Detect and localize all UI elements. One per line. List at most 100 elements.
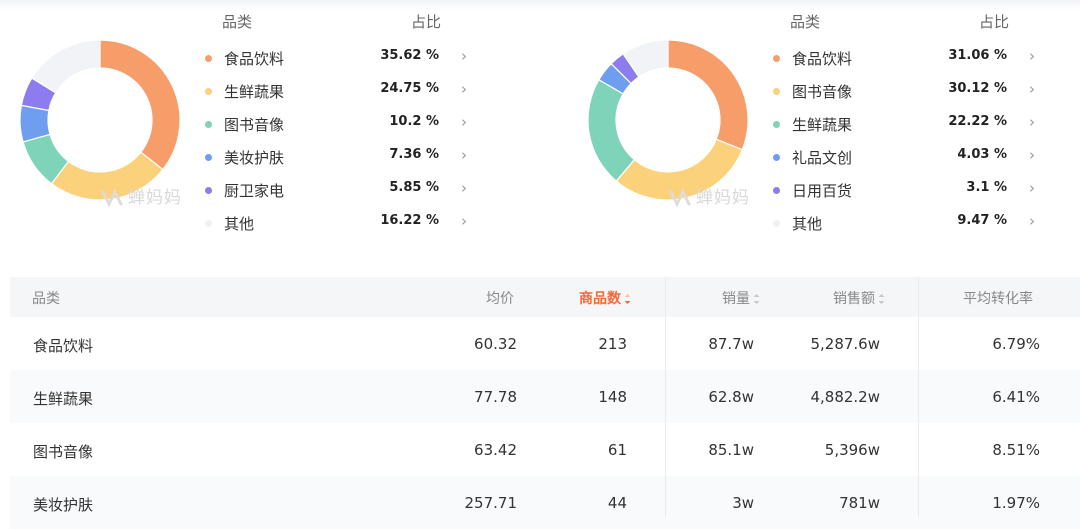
legend-item[interactable]: 厨卫家电 5.85 % › <box>205 177 475 203</box>
chevron-right-icon[interactable]: › <box>461 146 467 164</box>
legend-item[interactable]: 美妆护肤 7.36 % › <box>205 144 475 170</box>
chevron-right-icon[interactable]: › <box>1029 212 1035 230</box>
legend-dot-icon <box>205 154 212 161</box>
legend-value: 31.06 % <box>948 48 1007 63</box>
watermark-text: 蝉妈妈 <box>128 188 182 208</box>
legend-header-category: 品类 <box>790 13 821 31</box>
table-row[interactable]: 食品饮料 60.32 213 87.7w 5,287.6w 6.79% <box>10 317 1080 370</box>
donut-slice-5[interactable] <box>31 39 101 94</box>
table-cell: 781w <box>839 494 880 512</box>
table-cell: 8.51% <box>992 441 1040 459</box>
legend-label: 日用百货 <box>792 182 853 200</box>
table-cell: 6.41% <box>992 388 1040 406</box>
table-cell: 生鲜蔬果 <box>33 390 94 408</box>
column-header-category: 品类 <box>32 291 60 307</box>
legend-item[interactable]: 食品饮料 35.62 % › <box>205 45 475 71</box>
column-header-sales-amount-label: 销售额 <box>833 291 875 307</box>
table-cell: 6.79% <box>992 335 1040 353</box>
donut-chart-left <box>19 39 181 201</box>
donut-slice-0[interactable] <box>99 39 181 171</box>
legend-dot-icon <box>205 88 212 95</box>
watermark-text: 蝉妈妈 <box>696 188 750 208</box>
legend-item[interactable]: 日用百货 3.1 % › <box>773 177 1043 203</box>
legend-item[interactable]: 其他 16.22 % › <box>205 210 475 236</box>
donut-chart-right <box>587 39 749 201</box>
table-cell: 148 <box>598 388 627 406</box>
sort-icon <box>753 294 760 304</box>
legend-dot-icon <box>205 121 212 128</box>
table-cell: 213 <box>598 335 627 353</box>
legend-label: 生鲜蔬果 <box>224 83 285 101</box>
legend-value: 16.22 % <box>380 213 439 228</box>
chevron-right-icon[interactable]: › <box>1029 179 1035 197</box>
donut-panel-right: 蝉妈妈 品类 占比 食品饮料 31.06 % › 图书音像 30.12 % › 生鲜蔬果 22… <box>568 0 1080 260</box>
legend-dot-icon <box>205 187 212 194</box>
column-divider <box>918 277 919 517</box>
table-cell: 1.97% <box>992 494 1040 512</box>
legend-item[interactable]: 其他 9.47 % › <box>773 210 1043 236</box>
legend-value: 4.03 % <box>957 147 1007 162</box>
donut-panel-left: 蝉妈妈 品类 占比 食品饮料 35.62 % › 生鲜蔬果 24.75 % › 图书音像 10… <box>0 0 540 260</box>
legend-value: 22.22 % <box>948 114 1007 129</box>
legend-label: 其他 <box>792 215 823 233</box>
legend-value: 10.2 % <box>389 114 439 129</box>
chevron-right-icon[interactable]: › <box>461 113 467 131</box>
column-header-avg-price: 均价 <box>486 291 514 307</box>
table-row[interactable]: 生鲜蔬果 77.78 148 62.8w 4,882.2w 6.41% <box>10 370 1080 423</box>
table-cell: 60.32 <box>474 335 517 353</box>
sort-desc-icon <box>624 294 631 304</box>
table-cell: 5,396w <box>824 441 880 459</box>
chevron-right-icon[interactable]: › <box>461 47 467 65</box>
chevron-right-icon[interactable]: › <box>1029 80 1035 98</box>
column-header-product-count-label: 商品数 <box>579 291 621 307</box>
column-divider <box>665 277 666 517</box>
category-table: 品类 均价 商品数 销量 销售额 平均转化率 食品饮料 60.32 213 87.7w… <box>10 277 1080 529</box>
legend-label: 生鲜蔬果 <box>792 116 853 134</box>
chevron-right-icon[interactable]: › <box>461 179 467 197</box>
legend-label: 礼品文创 <box>792 149 853 167</box>
chevron-right-icon[interactable]: › <box>461 212 467 230</box>
chevron-right-icon[interactable]: › <box>1029 47 1035 65</box>
watermark-logo-icon <box>101 188 123 208</box>
table-cell: 257.71 <box>464 494 518 512</box>
legend-label: 食品饮料 <box>224 50 285 68</box>
donut-slice-5[interactable] <box>622 39 669 78</box>
table-cell: 44 <box>607 494 627 512</box>
table-body: 食品饮料 60.32 213 87.7w 5,287.6w 6.79% 生鲜蔬果 77.78 1… <box>10 317 1080 529</box>
legend-value: 3.1 % <box>966 180 1007 195</box>
donut-slice-2[interactable] <box>587 78 636 182</box>
table-cell: 5,287.6w <box>810 335 880 353</box>
legend-item[interactable]: 图书音像 30.12 % › <box>773 78 1043 104</box>
chevron-right-icon[interactable]: › <box>1029 113 1035 131</box>
watermark-logo-icon <box>669 188 691 208</box>
legend-dot-icon <box>773 187 780 194</box>
column-header-product-count[interactable]: 商品数 <box>579 288 631 308</box>
table-header: 品类 均价 商品数 销量 销售额 平均转化率 <box>10 277 1080 317</box>
chevron-right-icon[interactable]: › <box>1029 146 1035 164</box>
column-header-sales-volume[interactable]: 销量 <box>722 288 760 308</box>
legend-dot-icon <box>773 121 780 128</box>
legend-item[interactable]: 生鲜蔬果 24.75 % › <box>205 78 475 104</box>
legend-label: 美妆护肤 <box>224 149 285 167</box>
table-cell: 62.8w <box>708 388 754 406</box>
legend-dot-icon <box>773 55 780 62</box>
chevron-right-icon[interactable]: › <box>461 80 467 98</box>
table-cell: 63.42 <box>474 441 517 459</box>
legend-value: 5.85 % <box>389 180 439 195</box>
legend-item[interactable]: 食品饮料 31.06 % › <box>773 45 1043 71</box>
column-header-avg-conversion: 平均转化率 <box>963 291 1033 307</box>
legend-label: 厨卫家电 <box>224 182 285 200</box>
table-cell: 3w <box>732 494 754 512</box>
sort-icon <box>878 294 885 304</box>
table-cell: 美妆护肤 <box>33 496 94 514</box>
table-row[interactable]: 美妆护肤 257.71 44 3w 781w 1.97% <box>10 476 1080 529</box>
legend-item[interactable]: 图书音像 10.2 % › <box>205 111 475 137</box>
donut-slice-0[interactable] <box>667 39 749 151</box>
table-cell: 食品饮料 <box>33 337 94 355</box>
legend-item[interactable]: 礼品文创 4.03 % › <box>773 144 1043 170</box>
column-header-sales-amount[interactable]: 销售额 <box>833 288 885 308</box>
legend-item[interactable]: 生鲜蔬果 22.22 % › <box>773 111 1043 137</box>
table-cell: 61 <box>607 441 627 459</box>
legend-dot-icon <box>205 55 212 62</box>
table-row[interactable]: 图书音像 63.42 61 85.1w 5,396w 8.51% <box>10 423 1080 476</box>
